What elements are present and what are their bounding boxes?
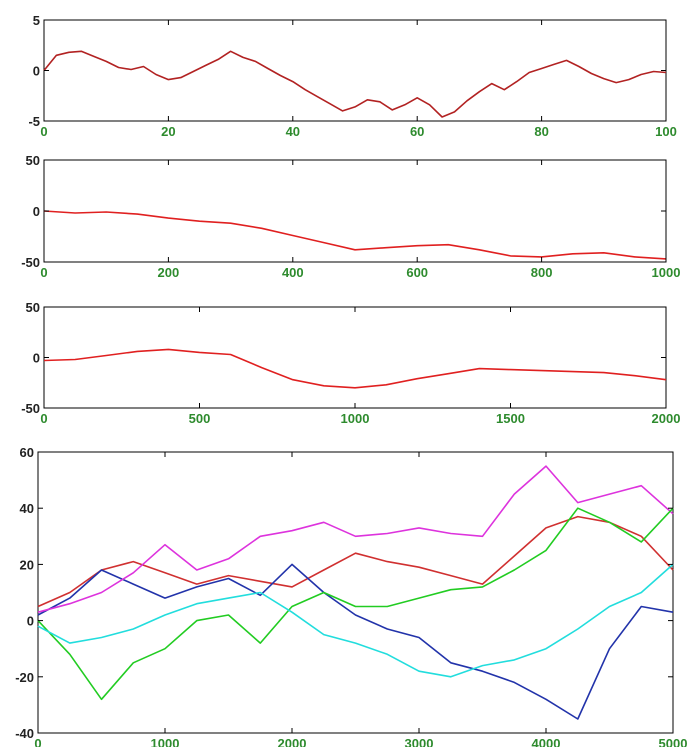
y-tick-label: 0 xyxy=(33,204,40,219)
x-tick-label: 5000 xyxy=(659,736,688,747)
x-tick-label: 600 xyxy=(406,265,428,280)
x-tick-label: 500 xyxy=(189,411,211,426)
x-tick-label: 200 xyxy=(158,265,180,280)
y-tick-label: 0 xyxy=(27,614,34,629)
y-tick-label: 60 xyxy=(20,445,34,460)
y-tick-label: 20 xyxy=(20,557,34,572)
x-tick-label: 100 xyxy=(655,124,677,139)
series-line-1 xyxy=(43,348,667,389)
x-tick-label: 1000 xyxy=(151,736,180,747)
x-tick-label: 2000 xyxy=(652,411,681,426)
series-line-1 xyxy=(37,515,674,608)
x-tick-label: 0 xyxy=(40,411,47,426)
x-tick-label: 1500 xyxy=(496,411,525,426)
y-tick-label: 50 xyxy=(26,153,40,168)
x-tick-label: 20 xyxy=(161,124,175,139)
series-line-1 xyxy=(43,50,667,118)
chart-panel-1: 0 20 40 60 80 100-505 xyxy=(28,13,676,139)
y-tick-label: -50 xyxy=(21,255,40,270)
series-line-1 xyxy=(43,210,667,260)
x-tick-label: 0 xyxy=(40,265,47,280)
x-tick-label: 0 xyxy=(34,736,41,747)
x-tick-label: 800 xyxy=(531,265,553,280)
x-tick-label: 4000 xyxy=(532,736,561,747)
series-line-3 xyxy=(37,465,674,613)
x-tick-label: 1000 xyxy=(341,411,370,426)
y-tick-label: -5 xyxy=(28,114,40,129)
y-tick-label: 0 xyxy=(33,64,40,79)
series-line-2 xyxy=(37,563,674,720)
y-tick-label: -20 xyxy=(15,670,34,685)
axes-frame xyxy=(37,451,674,734)
series-line-4 xyxy=(37,507,674,701)
x-tick-label: 400 xyxy=(282,265,304,280)
x-tick-label: 0 xyxy=(40,124,47,139)
x-tick-label: 80 xyxy=(534,124,548,139)
x-tick-label: 3000 xyxy=(405,736,434,747)
chart-panel-4: 0 1000 2000 3000 4000 5000 -40 -20 0 20 40 60 xyxy=(15,445,687,747)
y-tick-label: -50 xyxy=(21,401,40,416)
x-tick-label: 1000 xyxy=(652,265,681,280)
x-tick-label: 2000 xyxy=(278,736,307,747)
x-tick-label: 60 xyxy=(410,124,424,139)
series-line-5 xyxy=(37,563,674,678)
y-tick-label: -40 xyxy=(15,726,34,741)
y-tick-label: 40 xyxy=(20,501,34,516)
x-tick-label: 40 xyxy=(286,124,300,139)
y-tick-label: 5 xyxy=(33,13,40,28)
y-tick-label: 0 xyxy=(33,351,40,366)
y-tick-label: 50 xyxy=(26,300,40,315)
